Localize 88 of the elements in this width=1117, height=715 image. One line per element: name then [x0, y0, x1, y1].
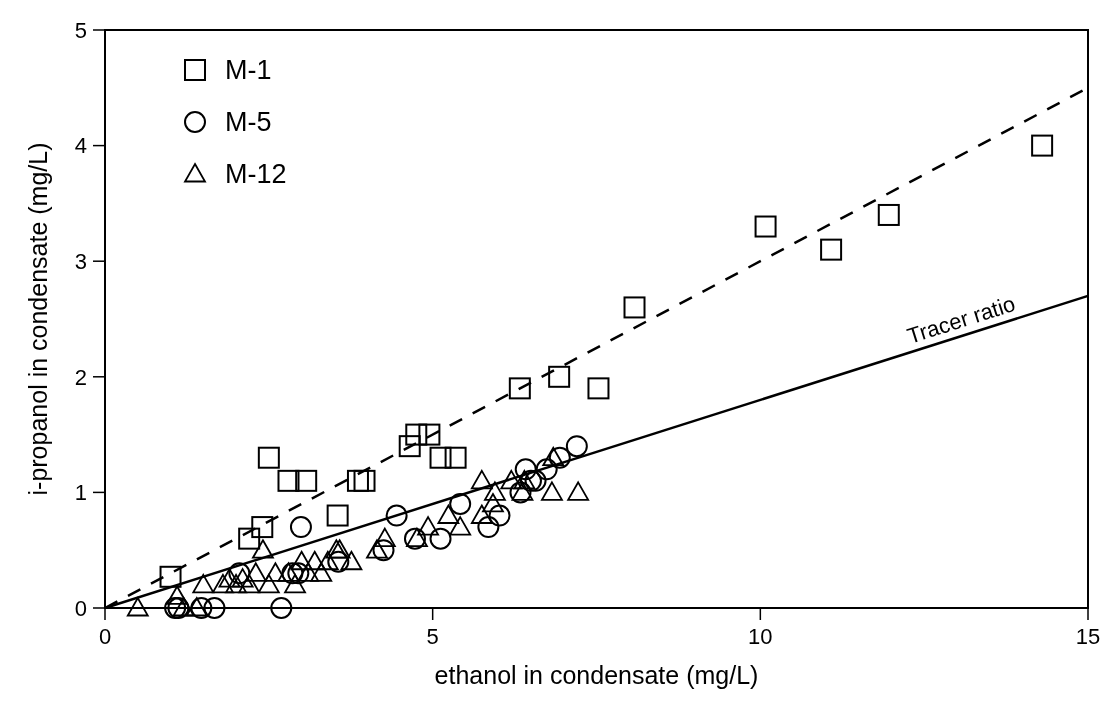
point	[172, 597, 195, 617]
point	[437, 504, 460, 524]
point	[251, 516, 274, 539]
y-tick-label: 4	[74, 133, 87, 159]
point	[257, 446, 280, 469]
point	[482, 493, 504, 513]
point	[418, 423, 441, 446]
y-tick-label: 5	[74, 17, 87, 43]
point	[203, 597, 226, 619]
point	[449, 516, 472, 536]
point	[289, 516, 312, 539]
point	[470, 469, 493, 490]
point	[228, 562, 251, 585]
x-tick-label: 0	[98, 624, 112, 649]
x-axis-title: ethanol in condensate (mg/L)	[434, 661, 759, 689]
point	[385, 504, 408, 527]
point	[877, 203, 900, 226]
point	[587, 377, 610, 400]
point	[310, 562, 333, 582]
y-tick-label: 3	[74, 248, 87, 274]
legend-label: M-5	[225, 107, 272, 138]
point	[429, 527, 452, 550]
point	[327, 550, 350, 573]
point	[190, 597, 213, 619]
point	[548, 365, 571, 388]
point	[820, 238, 843, 261]
y-tick-label: 2	[74, 364, 87, 390]
point	[398, 435, 421, 458]
point	[270, 597, 293, 619]
point	[218, 568, 241, 588]
point	[252, 539, 274, 559]
point	[185, 597, 208, 617]
point	[514, 458, 537, 481]
point	[159, 565, 182, 588]
point	[567, 481, 590, 501]
point	[429, 446, 452, 469]
point	[192, 573, 215, 594]
point	[508, 377, 531, 400]
point	[277, 469, 300, 492]
point	[535, 458, 558, 481]
point	[353, 469, 376, 492]
point	[754, 215, 777, 238]
point	[238, 573, 261, 594]
point	[326, 504, 349, 527]
point	[513, 469, 536, 490]
point	[405, 423, 428, 446]
point	[470, 504, 493, 524]
point	[166, 585, 188, 605]
point	[231, 568, 254, 588]
point	[287, 562, 310, 585]
legend-label: M-12	[225, 159, 287, 190]
point	[244, 562, 267, 582]
point	[212, 573, 234, 594]
point	[417, 516, 439, 536]
legend-label: M-1	[225, 55, 272, 86]
point	[623, 296, 646, 319]
point	[126, 597, 149, 617]
x-tick-label: 5	[426, 624, 439, 649]
point	[444, 446, 467, 469]
point	[366, 539, 388, 559]
point	[297, 562, 320, 582]
point	[372, 539, 395, 562]
y-axis-title: i-propanol in condensate (mg/L)	[24, 142, 52, 496]
point	[373, 527, 396, 548]
y-tick-label: 1	[74, 480, 87, 506]
text: Tracer ratio	[904, 291, 1019, 349]
point	[565, 435, 588, 458]
x-tick-label: 15	[1075, 624, 1101, 649]
point	[542, 446, 565, 467]
point	[295, 469, 318, 492]
point	[238, 527, 261, 550]
point	[346, 469, 369, 492]
point	[548, 446, 571, 469]
y-tick-label: 0	[74, 595, 87, 621]
point	[500, 469, 523, 490]
point	[284, 573, 306, 594]
point	[488, 504, 511, 527]
point	[264, 562, 287, 582]
point	[225, 573, 247, 594]
x-tick-label: 10	[748, 624, 773, 649]
point	[449, 492, 472, 515]
point	[316, 550, 339, 571]
point	[541, 481, 563, 501]
point	[340, 550, 363, 571]
point	[257, 573, 280, 594]
point	[1031, 134, 1054, 157]
point	[477, 516, 500, 539]
point	[484, 481, 506, 501]
